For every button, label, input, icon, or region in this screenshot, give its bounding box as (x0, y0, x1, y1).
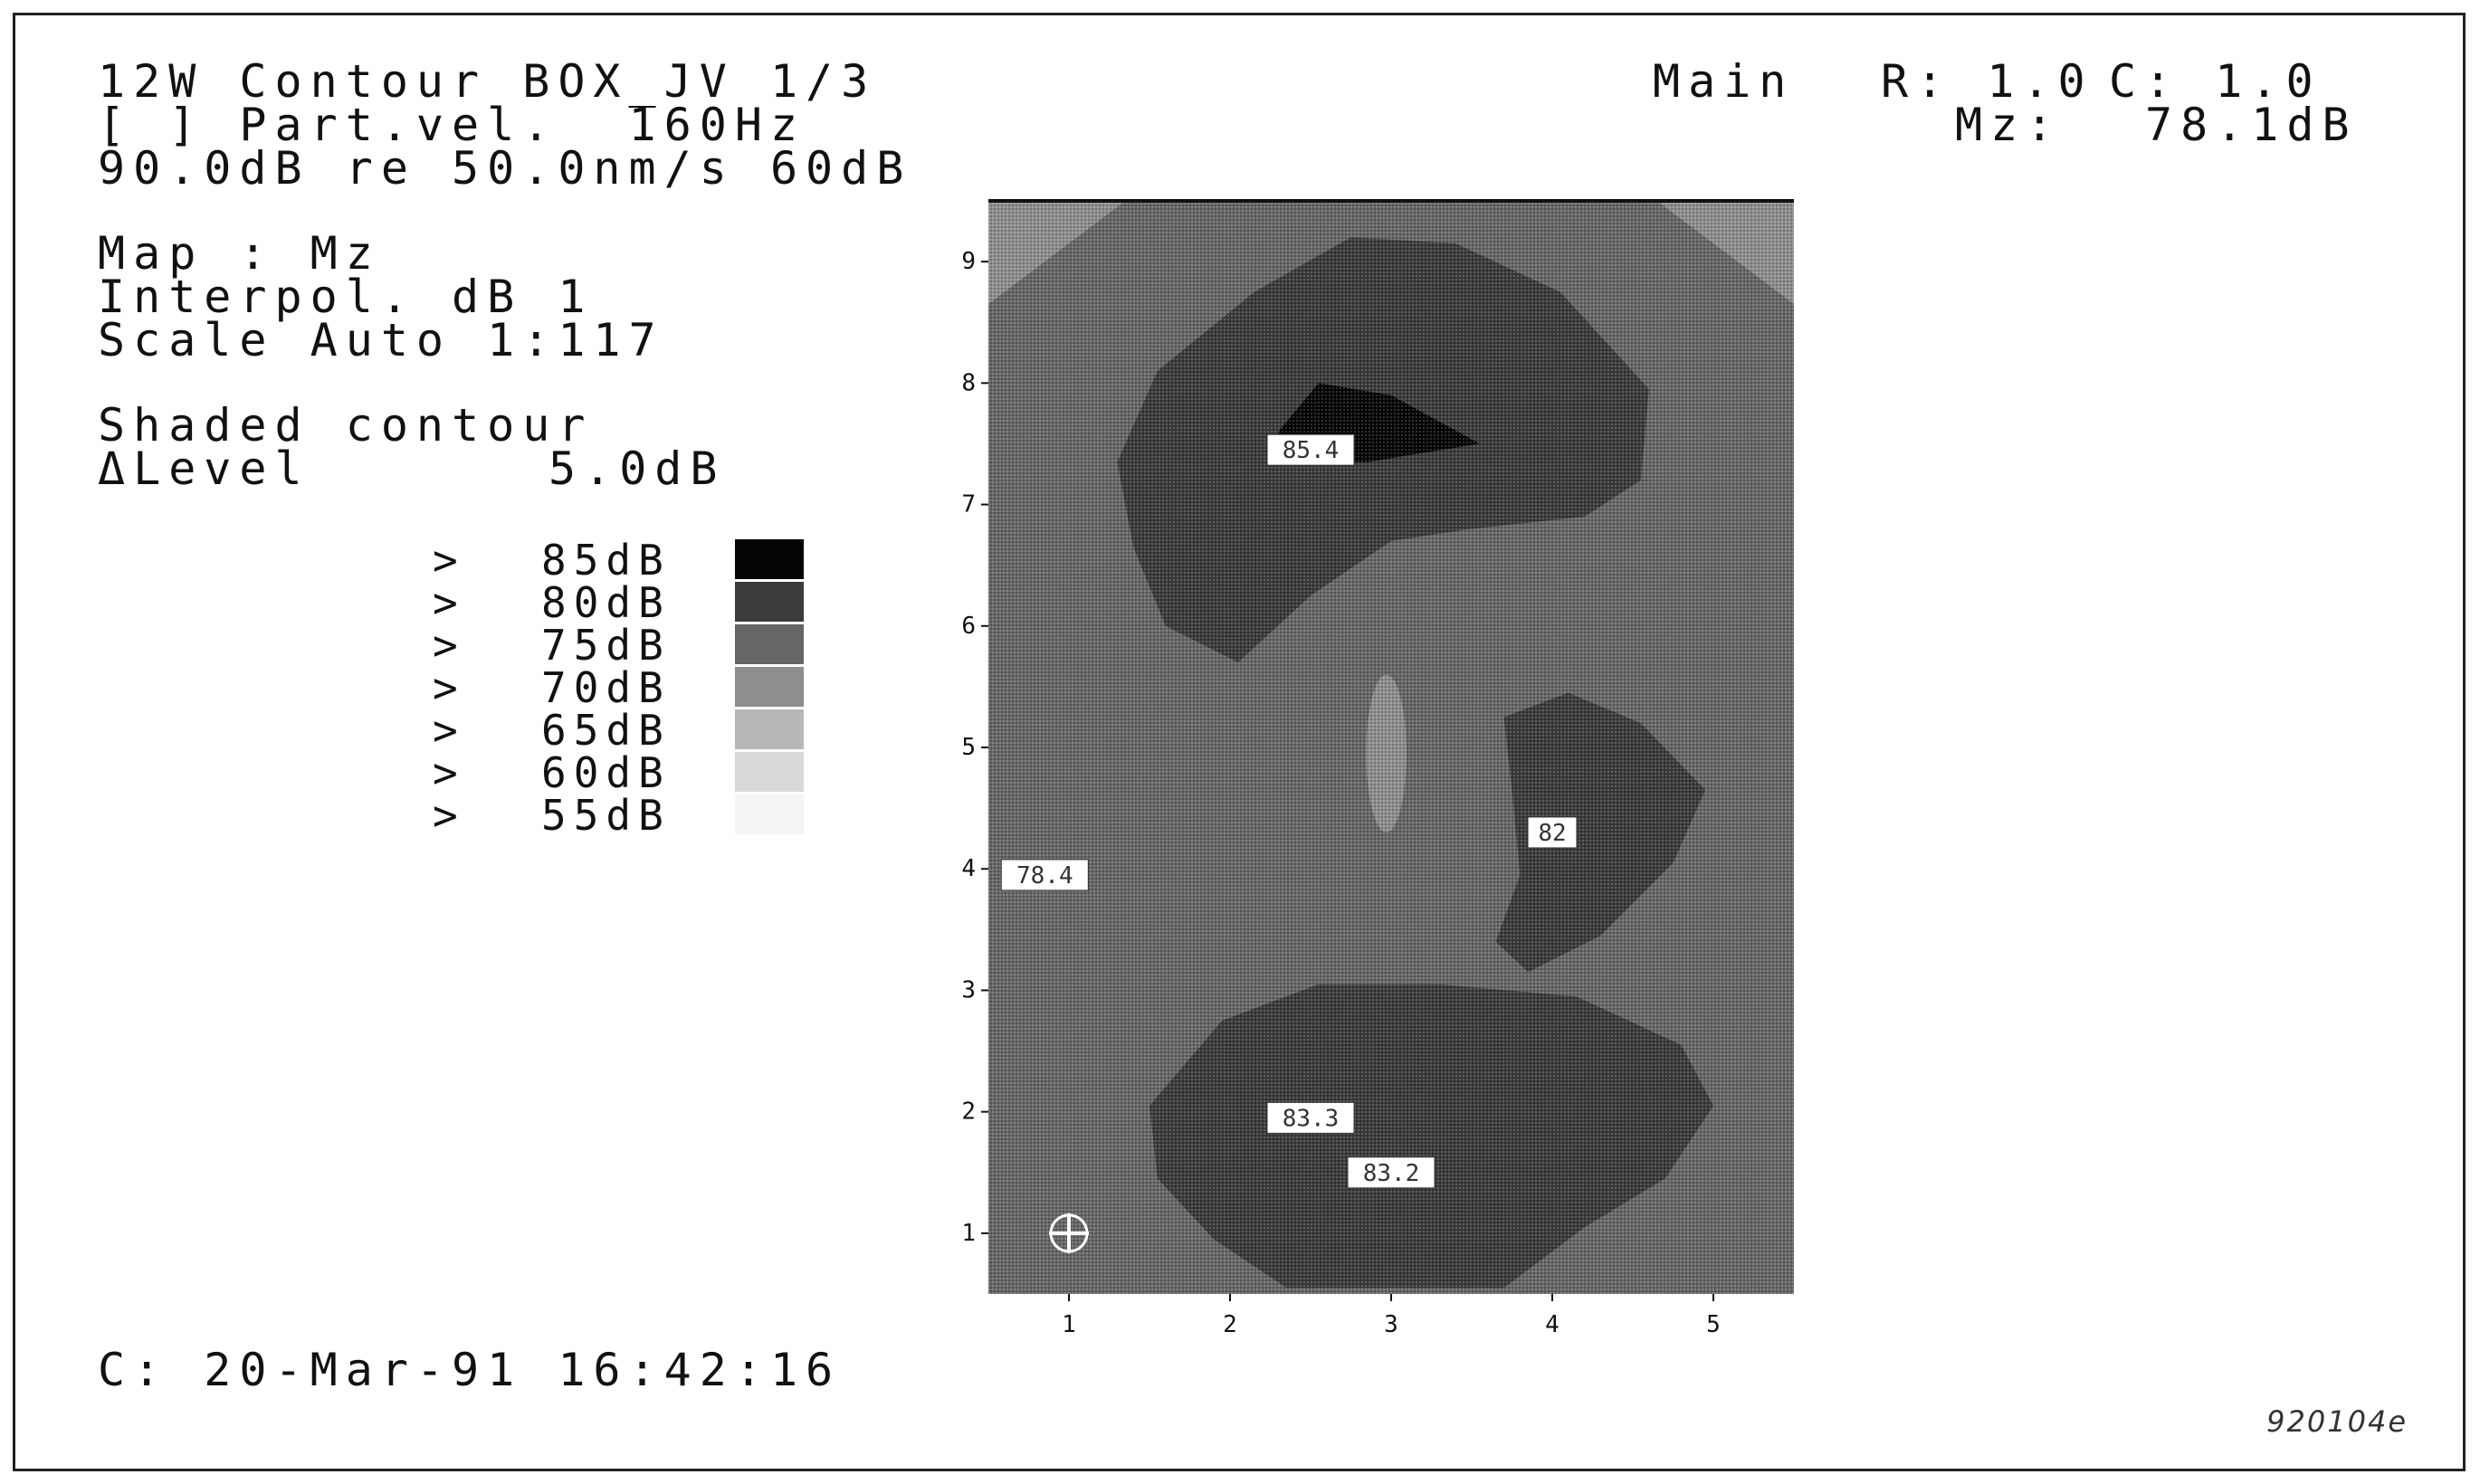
legend-swatch (735, 794, 804, 834)
contour-value-label: 83.2 (1363, 1160, 1420, 1187)
contour-legend: >85dB >80dB >75dB >70dB >65dB >60dB >55dB (433, 536, 831, 840)
capture-timestamp: C: 20-Mar-91 16:42:16 (98, 1344, 842, 1396)
contour-value-label: 78.4 (1016, 862, 1073, 889)
legend-row: >70dB (433, 663, 831, 712)
legend-row: >60dB (433, 748, 831, 797)
contour-value-label: 83.3 (1283, 1105, 1340, 1132)
document-stamp: 920104e (2266, 1404, 2408, 1439)
contour-value-label: 85.4 (1283, 437, 1340, 464)
x-tick-label: 2 (1223, 1311, 1237, 1338)
legend-level-label: 65dB (541, 706, 671, 755)
legend-swatch (735, 539, 804, 579)
legend-row: >55dB (433, 791, 831, 840)
legend-level-label: 70dB (541, 663, 671, 712)
c-value: C: 1.0 (2109, 55, 2322, 108)
legend-swatch (735, 667, 804, 707)
y-tick-label: 1 (961, 1220, 976, 1247)
measurement-type: [ ] Part.vel. 160Hz (98, 99, 806, 151)
legend-threshold-marker: > (433, 748, 465, 797)
x-tick-label: 5 (1706, 1311, 1721, 1338)
delta-level-label: ΔLevel (98, 442, 310, 495)
legend-swatch (735, 624, 804, 664)
y-tick-label: 3 (961, 976, 976, 1004)
contour-value-box (1347, 1156, 1436, 1189)
legend-level-label: 75dB (541, 621, 671, 670)
legend-level-label: 80dB (541, 578, 671, 627)
legend-level-label: 85dB (541, 536, 671, 585)
legend-swatch (735, 582, 804, 622)
x-tick-label: 1 (1062, 1311, 1076, 1338)
legend-row: >80dB (433, 578, 831, 627)
legend-threshold-marker: > (433, 791, 465, 840)
legend-level-label: 60dB (541, 748, 671, 797)
cursor-cross-icon (1049, 1213, 1089, 1253)
y-tick-label: 6 (961, 613, 976, 640)
legend-threshold-marker: > (433, 536, 465, 585)
reference-level: 90.0dB re 50.0nm/s 60dB (98, 142, 912, 195)
legend-row: >85dB (433, 536, 831, 585)
legend-threshold-marker: > (433, 663, 465, 712)
report-title: 12W Contour BOX_JV 1/3 (98, 55, 877, 108)
interpolation-setting: Interpol. dB 1 (98, 271, 594, 323)
legend-swatch (735, 752, 804, 792)
legend-row: >75dB (433, 621, 831, 670)
legend-threshold-marker: > (433, 578, 465, 627)
halftone-texture (988, 201, 1794, 1294)
legend-threshold-marker: > (433, 706, 465, 755)
y-tick-label: 9 (961, 248, 976, 275)
mz-value: 78.1dB (2145, 99, 2358, 151)
main-label: Main (1653, 55, 1795, 108)
y-tick-label: 7 (961, 491, 976, 518)
x-tick-label: 3 (1384, 1311, 1398, 1338)
legend-threshold-marker: > (433, 621, 465, 670)
legend-row: >65dB (433, 706, 831, 755)
y-tick-label: 4 (961, 855, 976, 882)
contour-value-box (1266, 433, 1355, 466)
contour-value-label: 82 (1538, 820, 1566, 847)
report-frame (13, 13, 2466, 1471)
map-setting: Map : Mz (98, 227, 381, 280)
y-tick-label: 8 (961, 369, 976, 396)
legend-level-label: 55dB (541, 791, 671, 840)
contour-value-box (1527, 816, 1578, 849)
y-tick-label: 2 (961, 1099, 976, 1126)
x-tick-label: 4 (1545, 1311, 1560, 1338)
contour-value-box (1000, 859, 1089, 891)
legend-swatch (735, 709, 804, 749)
mz-label: Mz: (1955, 99, 2062, 151)
scale-setting: Scale Auto 1:117 (98, 314, 664, 366)
y-tick-label: 5 (961, 734, 976, 761)
shaded-contour-label: Shaded contour (98, 399, 594, 452)
r-value: R: 1.0 (1881, 55, 2094, 108)
contour-value-box (1266, 1101, 1355, 1134)
delta-level-value: 5.0dB (548, 442, 726, 495)
